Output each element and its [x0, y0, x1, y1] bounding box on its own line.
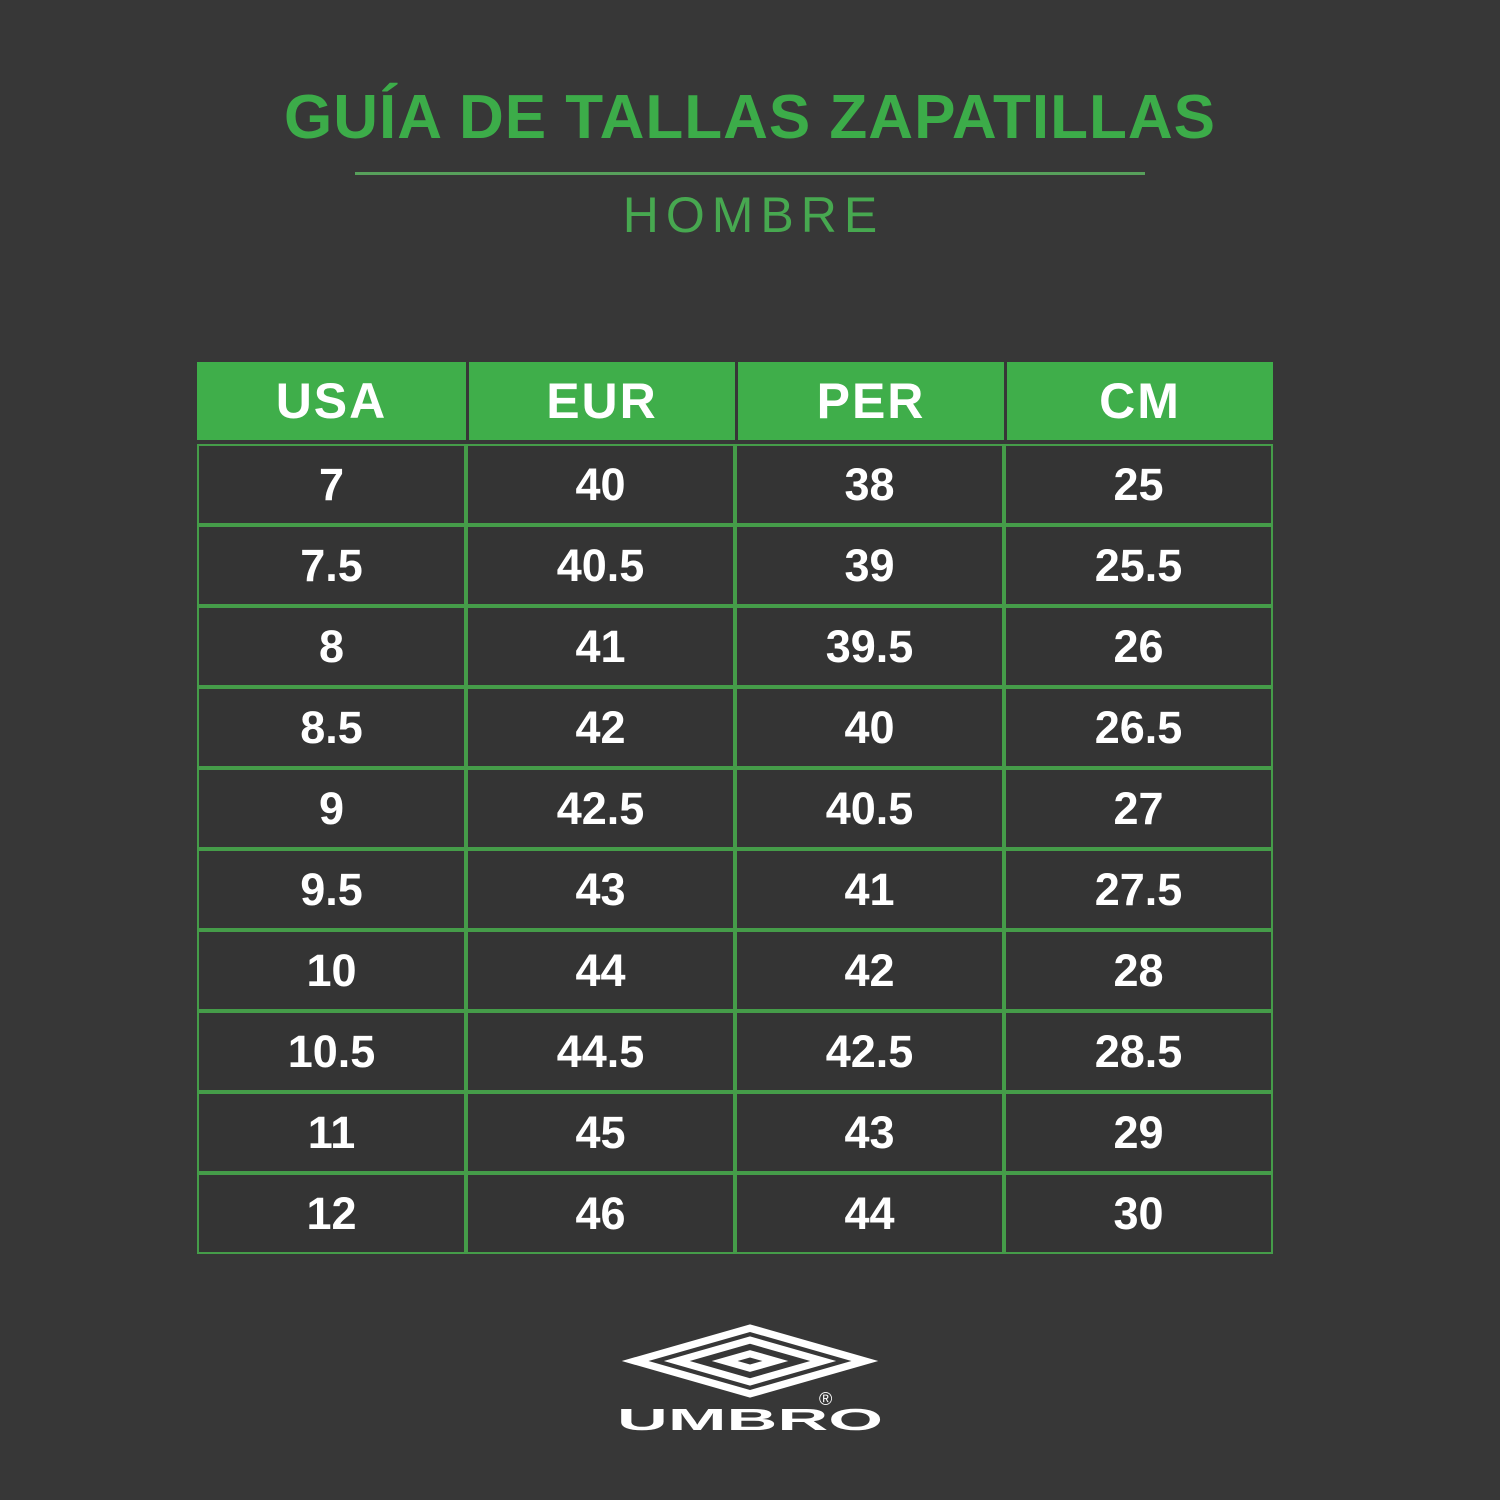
size-cell: 46 [466, 1173, 735, 1254]
size-cell: 7 [197, 444, 466, 525]
size-cell: 42 [466, 687, 735, 768]
size-table-section: USA EUR PER CM 7 40 38 25 7.5 40.5 39 25.5 8 41 39.5 2… [197, 362, 1273, 1254]
size-cell: 11 [197, 1092, 466, 1173]
size-cell: 10.5 [197, 1011, 466, 1092]
size-cell: 44 [735, 1173, 1004, 1254]
size-cell: 38 [735, 444, 1004, 525]
table-row: 11 45 43 29 [197, 1092, 1273, 1173]
column-header-eur: EUR [466, 362, 735, 444]
size-cell: 44 [466, 930, 735, 1011]
size-cell: 45 [466, 1092, 735, 1173]
brand-footer: UMBRO ® [0, 1322, 1500, 1437]
page-subtitle: HOMBRE [622, 187, 885, 244]
umbro-wordmark-text: UMBRO [617, 1402, 883, 1437]
size-table-header-row: USA EUR PER CM [197, 362, 1273, 444]
size-cell: 41 [735, 849, 1004, 930]
size-cell: 29 [1004, 1092, 1273, 1173]
size-cell: 27 [1004, 768, 1273, 849]
table-row: 12 46 44 30 [197, 1173, 1273, 1254]
size-cell: 40.5 [735, 768, 1004, 849]
size-cell: 28.5 [1004, 1011, 1273, 1092]
size-cell: 25.5 [1004, 525, 1273, 606]
table-row: 9.5 43 41 27.5 [197, 849, 1273, 930]
size-cell: 9.5 [197, 849, 466, 930]
page-title: GUÍA DE TALLAS ZAPATILLAS [284, 83, 1216, 152]
column-header-cm: CM [1004, 362, 1273, 444]
table-row: 8.5 42 40 26.5 [197, 687, 1273, 768]
table-row: 10 44 42 28 [197, 930, 1273, 1011]
size-cell: 10 [197, 930, 466, 1011]
size-cell: 40 [735, 687, 1004, 768]
size-cell: 8 [197, 606, 466, 687]
size-cell: 42.5 [466, 768, 735, 849]
size-cell: 42 [735, 930, 1004, 1011]
umbro-double-diamond-icon [621, 1324, 879, 1398]
size-cell: 26 [1004, 606, 1273, 687]
size-cell: 9 [197, 768, 466, 849]
size-cell: 7.5 [197, 525, 466, 606]
table-row: 7.5 40.5 39 25.5 [197, 525, 1273, 606]
poster-header: GUÍA DE TALLAS ZAPATILLAS HOMBRE [0, 83, 1500, 244]
size-cell: 8.5 [197, 687, 466, 768]
size-cell: 41 [466, 606, 735, 687]
size-cell: 12 [197, 1173, 466, 1254]
size-cell: 40.5 [466, 525, 735, 606]
brand-wordmark-row: UMBRO ® [616, 1390, 884, 1437]
size-cell: 26.5 [1004, 687, 1273, 768]
column-header-usa: USA [197, 362, 466, 444]
size-cell: 44.5 [466, 1011, 735, 1092]
size-cell: 25 [1004, 444, 1273, 525]
title-underline-divider [355, 172, 1145, 176]
column-header-per: PER [735, 362, 1004, 444]
size-cell: 39.5 [735, 606, 1004, 687]
size-cell: 39 [735, 525, 1004, 606]
table-row: 9 42.5 40.5 27 [197, 768, 1273, 849]
registered-trademark-symbol: ® [819, 1389, 833, 1409]
size-cell: 42.5 [735, 1011, 1004, 1092]
size-cell: 27.5 [1004, 849, 1273, 930]
size-cell: 43 [466, 849, 735, 930]
umbro-wordmark: UMBRO [617, 1402, 883, 1437]
size-table: USA EUR PER CM 7 40 38 25 7.5 40.5 39 25.5 8 41 39.5 2… [197, 362, 1273, 1254]
size-cell: 43 [735, 1092, 1004, 1173]
size-cell: 28 [1004, 930, 1273, 1011]
size-cell: 40 [466, 444, 735, 525]
table-row: 10.5 44.5 42.5 28.5 [197, 1011, 1273, 1092]
size-cell: 30 [1004, 1173, 1273, 1254]
table-row: 8 41 39.5 26 [197, 606, 1273, 687]
table-row: 7 40 38 25 [197, 444, 1273, 525]
